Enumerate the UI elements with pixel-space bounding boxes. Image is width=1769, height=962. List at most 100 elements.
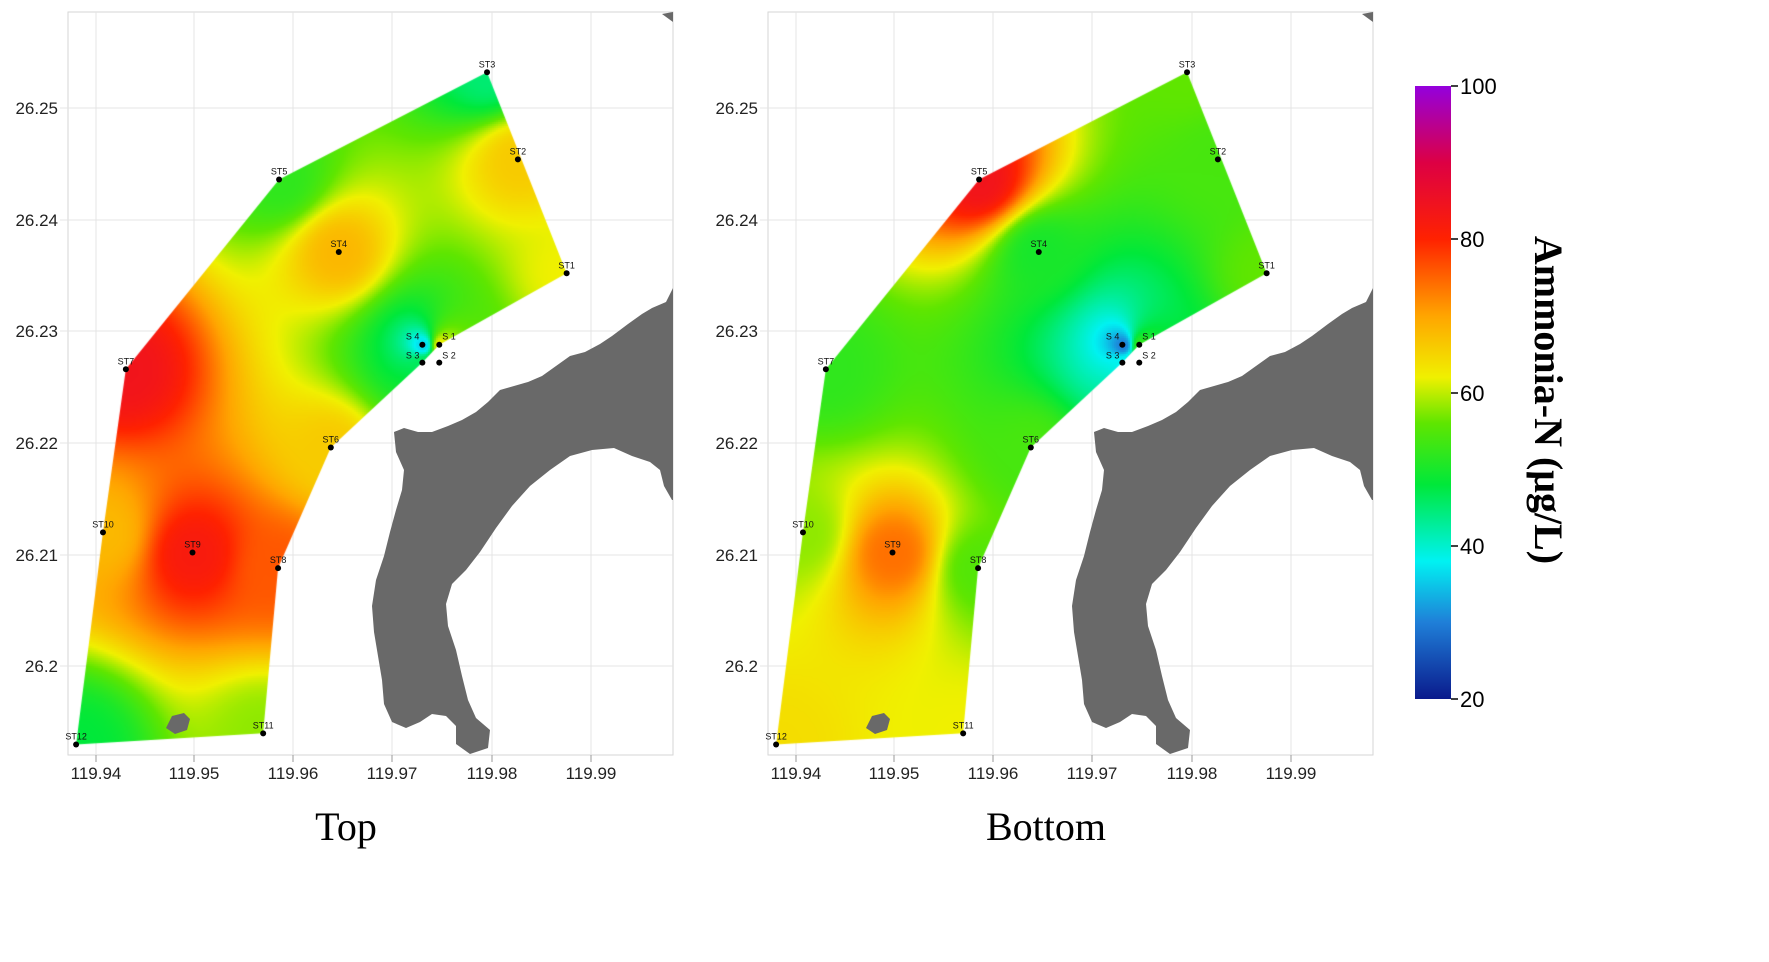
station-point [1214, 156, 1221, 163]
y-tick-labels: 26.25 26.24 26.23 26.22 26.21 26.2 [715, 99, 758, 676]
x-tick-label: 119.94 [771, 764, 822, 783]
axis-ticks [95, 755, 592, 762]
station-label: ST1 [1258, 260, 1275, 270]
station-point [773, 741, 780, 748]
station-label: S 3 [1106, 351, 1120, 361]
color-bar-tick-label: 40 [1460, 534, 1484, 559]
color-bar-tick-label: 100 [1460, 74, 1497, 99]
x-tick-label: 119.98 [1167, 764, 1218, 783]
station-point [514, 156, 521, 163]
land-mass [866, 12, 1373, 754]
station-point [1027, 444, 1034, 451]
station-point [799, 529, 806, 536]
station-label: ST6 [1023, 434, 1040, 444]
station-label: ST9 [884, 539, 901, 549]
x-tick-label: 119.99 [1266, 764, 1317, 783]
station-point [436, 341, 443, 348]
station-label: ST3 [479, 59, 496, 69]
station-point [889, 549, 896, 556]
x-tick-label: 119.97 [367, 764, 418, 783]
station-label: ST4 [331, 239, 348, 249]
station-label: ST2 [1210, 146, 1227, 156]
station-point [419, 341, 426, 348]
station-point [975, 565, 982, 572]
x-tick-label: 119.96 [268, 764, 319, 783]
color-bar-legend: 100 80 60 40 20 Ammonia-N (μg/L) [1415, 74, 1571, 712]
station-label: ST9 [184, 539, 201, 549]
station-label: ST11 [953, 720, 974, 730]
y-tick-label: 26.2 [25, 657, 58, 676]
station-markers: ST1 ST2 ST3 ST4 ST5 ST6 ST7 ST8 ST9 ST10 ST11 ST12 S… [765, 59, 1275, 748]
station-point [484, 69, 491, 76]
station-point [436, 359, 443, 366]
station-point [419, 359, 426, 366]
station-point [335, 249, 342, 256]
color-bar-tick-label: 60 [1460, 381, 1484, 406]
station-point [327, 444, 334, 451]
station-point [73, 741, 80, 748]
station-label: S 1 [442, 332, 456, 342]
station-label: S 4 [1106, 332, 1120, 342]
x-tick-labels: 119.94 119.95 119.96 119.97 119.98 119.9… [771, 764, 1317, 783]
x-tick-label: 119.98 [467, 764, 518, 783]
station-point [99, 529, 106, 536]
station-label: ST6 [323, 434, 340, 444]
color-bar-title: Ammonia-N (μg/L) [1526, 236, 1571, 564]
y-tick-label: 26.25 [715, 99, 758, 118]
station-label: ST2 [510, 146, 527, 156]
station-label: S 2 [442, 351, 456, 361]
station-point [1263, 270, 1270, 277]
color-bar-ticks [1451, 85, 1458, 700]
land-mass [166, 12, 673, 754]
axis-ticks [795, 755, 1292, 762]
station-markers: ST1 ST2 ST3 ST4 ST5 ST6 ST7 ST8 ST9 ST10 ST11 ST12 S… [65, 59, 575, 748]
x-tick-label: 119.96 [968, 764, 1019, 783]
station-label: ST4 [1031, 239, 1048, 249]
station-point [1184, 69, 1191, 76]
station-label: S 4 [406, 332, 420, 342]
station-point [122, 366, 129, 373]
station-label: ST7 [118, 356, 135, 366]
x-tick-label: 119.97 [1067, 764, 1118, 783]
station-point [960, 730, 967, 737]
y-tick-label: 26.24 [15, 211, 58, 230]
station-point [563, 270, 570, 277]
x-tick-labels: 119.94 119.95 119.96 119.97 119.98 119.9… [71, 764, 617, 783]
station-label: ST12 [765, 732, 787, 742]
station-label: ST3 [1179, 59, 1196, 69]
station-point [189, 549, 196, 556]
station-label: ST1 [558, 260, 575, 270]
station-label: ST8 [270, 555, 287, 565]
panel-caption: Bottom [986, 804, 1106, 849]
station-point [276, 176, 283, 183]
station-label: ST5 [271, 166, 288, 176]
y-tick-label: 26.23 [15, 322, 58, 341]
station-label: ST8 [970, 555, 987, 565]
station-point [976, 176, 983, 183]
station-label: ST10 [92, 519, 114, 529]
x-tick-label: 119.95 [169, 764, 220, 783]
y-tick-label: 26.22 [715, 434, 758, 453]
station-label: ST7 [818, 356, 835, 366]
station-point [1119, 359, 1126, 366]
x-tick-label: 119.94 [71, 764, 122, 783]
station-point [275, 565, 282, 572]
y-tick-label: 26.2 [725, 657, 758, 676]
station-label: S 3 [406, 351, 420, 361]
x-tick-label: 119.95 [869, 764, 920, 783]
map-panel-top: 119.94 119.95 119.96 119.97 119.98 119.9… [15, 11, 674, 849]
station-point [1035, 249, 1042, 256]
station-label: ST10 [792, 519, 814, 529]
station-point [260, 730, 267, 737]
map-panel-bottom: 119.94 119.95 119.96 119.97 119.98 119.9… [715, 11, 1374, 849]
color-bar [1415, 86, 1451, 699]
x-tick-label: 119.99 [566, 764, 617, 783]
station-label: ST11 [253, 720, 274, 730]
station-point [1136, 341, 1143, 348]
y-tick-label: 26.24 [715, 211, 758, 230]
station-point [1119, 341, 1126, 348]
y-tick-label: 26.21 [15, 546, 58, 565]
station-label: S 1 [1142, 332, 1156, 342]
station-label: S 2 [1142, 351, 1156, 361]
